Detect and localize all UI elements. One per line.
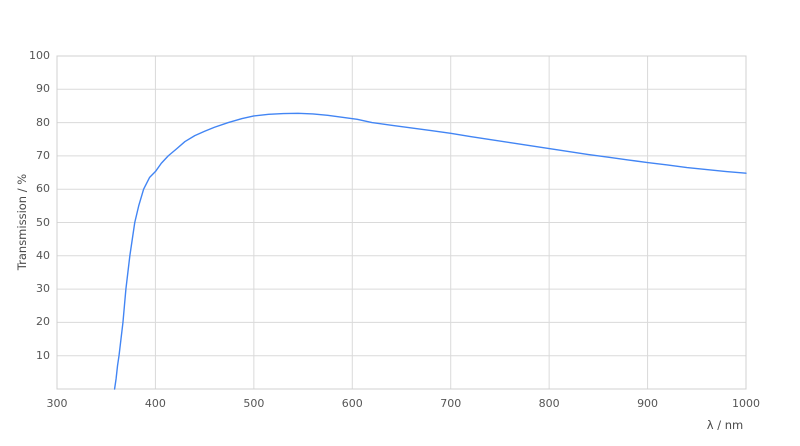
y-tick-label: 10 [36, 348, 50, 362]
x-tick-label: 800 [538, 397, 560, 410]
y-tick-label: 40 [36, 248, 50, 262]
x-axis-label: λ / nm [706, 418, 744, 432]
x-tick-label: 300 [46, 397, 68, 410]
x-tick-label: 500 [243, 397, 265, 410]
y-tick-label: 90 [36, 82, 50, 96]
y-tick-label: 60 [36, 182, 50, 196]
y-tick-label: 100 [29, 49, 50, 62]
x-tick-label: 600 [341, 397, 363, 410]
plot-border [56, 55, 747, 390]
y-tick-label: 50 [36, 215, 50, 229]
series-line-transmission [113, 112, 747, 390]
x-tick-label: 900 [637, 397, 659, 410]
x-tick-label: 700 [440, 397, 462, 410]
y-tick-label: 80 [36, 115, 50, 129]
x-tick-label: 1000 [732, 397, 760, 410]
y-tick-label: 30 [36, 282, 50, 296]
y-tick-label: 70 [36, 148, 50, 162]
y-tick-label: 20 [36, 315, 50, 329]
x-tick-label: 400 [144, 397, 166, 410]
